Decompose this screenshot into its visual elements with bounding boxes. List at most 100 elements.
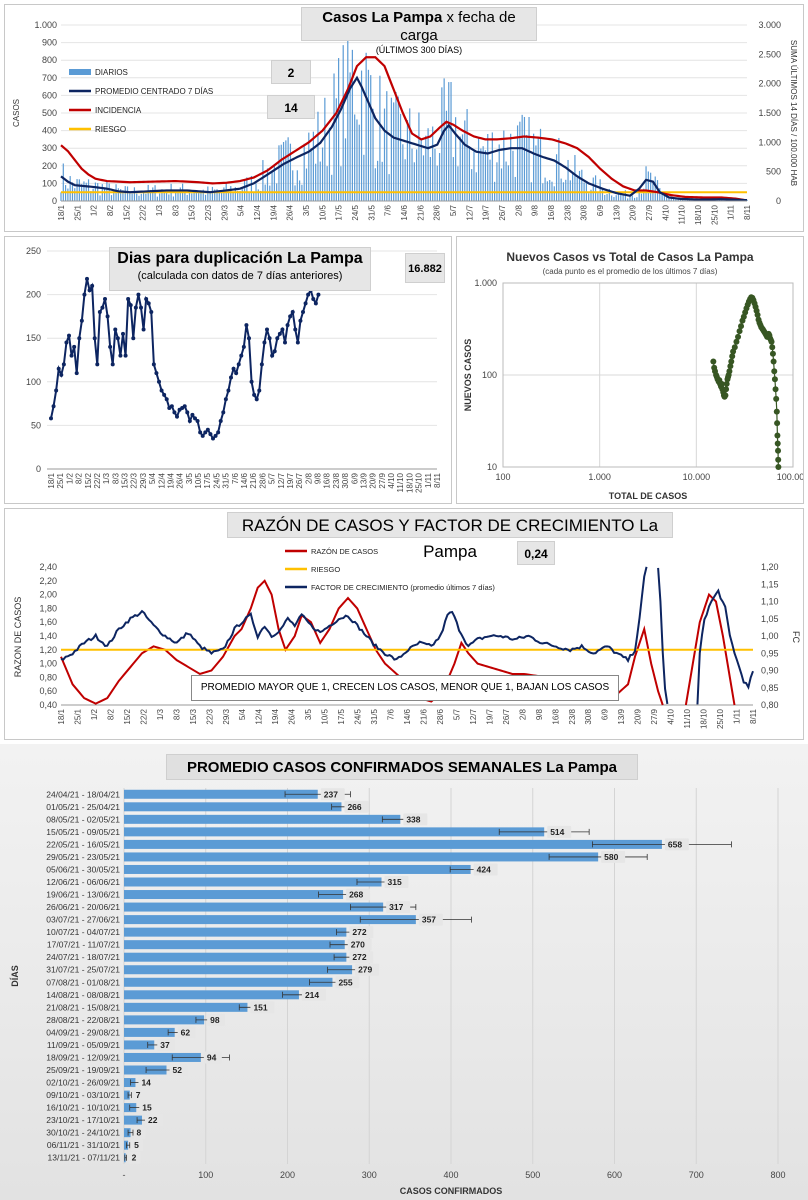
chart5-xtick: 300 xyxy=(362,1170,377,1180)
chart1-bar xyxy=(526,134,528,201)
chart1-bar xyxy=(491,132,493,201)
chart1-bar xyxy=(606,194,608,201)
chart2-point xyxy=(67,333,71,338)
chart4-xtick: 4/10 xyxy=(667,708,676,724)
chart1-xtick: 19/7 xyxy=(482,204,491,220)
chart3-point xyxy=(754,311,761,318)
chart2-point xyxy=(231,366,236,371)
chart2-ytick: 150 xyxy=(26,333,41,343)
chart1-xtick: 12/7 xyxy=(465,204,474,220)
chart2-point xyxy=(136,292,141,297)
chart5-data-label: 14 xyxy=(141,1078,151,1088)
chart4-ytick: 1,40 xyxy=(39,631,57,641)
chart1-bar xyxy=(477,138,480,201)
chart1-bar xyxy=(74,188,76,201)
chart2-xtick: 19/4 xyxy=(166,472,175,488)
chart1-bar xyxy=(358,124,360,201)
chart5-data-label: 2 xyxy=(132,1153,137,1163)
new-vs-total-svg: Nuevos Casos vs Total de Casos La Pampa (… xyxy=(463,250,803,501)
chart2-xtick: 14/6 xyxy=(240,472,249,488)
chart2-point xyxy=(241,344,246,349)
chart5-category-label: 09/10/21 - 03/10/21 xyxy=(46,1090,120,1100)
chart1-bar xyxy=(326,166,328,201)
chart1-bar xyxy=(269,185,271,201)
chart5-data-label-bg xyxy=(320,788,345,801)
chart2-point xyxy=(290,310,295,315)
chart4-fc-line xyxy=(60,566,648,664)
chart2-point xyxy=(64,340,69,345)
chart5-data-label: 255 xyxy=(338,977,352,987)
chart1-bar xyxy=(496,162,498,201)
chart2-point xyxy=(303,301,308,306)
chart4-xtick: 2/8 xyxy=(518,708,527,720)
chart1-bar xyxy=(643,188,645,201)
chart2-xtick: 2/8 xyxy=(304,472,313,484)
chart2-point xyxy=(182,404,187,409)
chart4-xtick: 23/8 xyxy=(568,708,577,724)
chart5-category-label: 19/06/21 - 13/06/21 xyxy=(46,890,120,900)
chart5-data-label-bg xyxy=(547,825,572,838)
chart1-bar xyxy=(202,189,204,201)
chart2-point xyxy=(141,327,146,332)
chart1-xtick: 1/3 xyxy=(155,204,164,216)
chart1-xtick: 21/6 xyxy=(416,204,425,220)
chart5-data-label-bg xyxy=(418,913,443,926)
chart5-category-label: 04/09/21 - 29/08/21 xyxy=(46,1027,120,1037)
chart1-bar xyxy=(136,193,138,201)
chart5-data-label-bg xyxy=(144,1114,163,1127)
chart4-xtick: 12/4 xyxy=(255,708,264,724)
chart2-point xyxy=(118,353,123,358)
chart5-bar xyxy=(124,789,318,799)
chart4-legend-label: RIESGO xyxy=(311,565,340,574)
chart5-data-label-bg xyxy=(344,800,369,813)
chart2-point xyxy=(100,305,105,310)
chart5-category-label: 17/07/21 - 11/07/21 xyxy=(47,940,120,950)
chart1-bar xyxy=(78,179,80,201)
chart1-bar xyxy=(549,179,551,201)
chart1-xtick: 15/2 xyxy=(122,204,131,220)
chart1-bar xyxy=(328,127,331,201)
chart5-data-label-bg xyxy=(131,1139,144,1152)
chart1-xtick: 19/4 xyxy=(269,204,278,220)
chart5-data-label: 8 xyxy=(137,1128,142,1138)
chart1-bar xyxy=(576,177,578,201)
chart2-xtick: 5/7 xyxy=(268,472,277,484)
chart1-title-suffix: x fecha de carga xyxy=(400,9,516,44)
chart1-bar xyxy=(142,192,145,201)
chart1-bar xyxy=(670,197,672,201)
chart1-bar xyxy=(271,171,273,201)
chart2-point xyxy=(95,362,100,367)
chart1-ytick: 300 xyxy=(42,143,57,153)
chart3-point xyxy=(772,386,779,393)
chart2-point xyxy=(151,362,156,367)
chart2-xtick: 7/6 xyxy=(231,472,240,484)
chart5-data-label: 98 xyxy=(210,1015,220,1025)
chart1-bar xyxy=(156,196,158,201)
chart4-xtick: 8/3 xyxy=(172,708,181,720)
chart1-bar xyxy=(159,193,161,201)
chart3-xlabel: TOTAL DE CASOS xyxy=(609,491,688,501)
chart2-point xyxy=(90,283,95,288)
chart5-category-label: 16/10/21 - 10/10/21 xyxy=(46,1103,120,1113)
chart4-xtick: 22/2 xyxy=(139,708,148,724)
chart1-bar xyxy=(464,120,466,201)
chart1-bar xyxy=(191,193,193,201)
chart1-ytick: 200 xyxy=(42,161,57,171)
chart3-point xyxy=(771,368,778,375)
chart1-bar xyxy=(120,189,122,201)
chart1-bar xyxy=(367,69,370,201)
chart1-bar xyxy=(239,190,241,201)
chart5-bar xyxy=(124,1090,130,1100)
chart5-data-label-bg xyxy=(203,1051,222,1064)
chart1-bar xyxy=(76,179,78,201)
chart4-y2label: FC xyxy=(791,631,801,643)
chart2-point xyxy=(74,371,79,376)
chart2-xtick: 5/4 xyxy=(148,472,157,484)
chart1-bar xyxy=(331,174,333,201)
chart1-bar xyxy=(746,199,748,201)
chart5-data-label-bg xyxy=(301,988,326,1001)
chart1-xtick: 2/8 xyxy=(514,204,523,216)
chart2-point xyxy=(285,323,290,328)
chart5-data-label-bg xyxy=(355,963,380,976)
chart1-xtick: 5/4 xyxy=(237,204,246,216)
